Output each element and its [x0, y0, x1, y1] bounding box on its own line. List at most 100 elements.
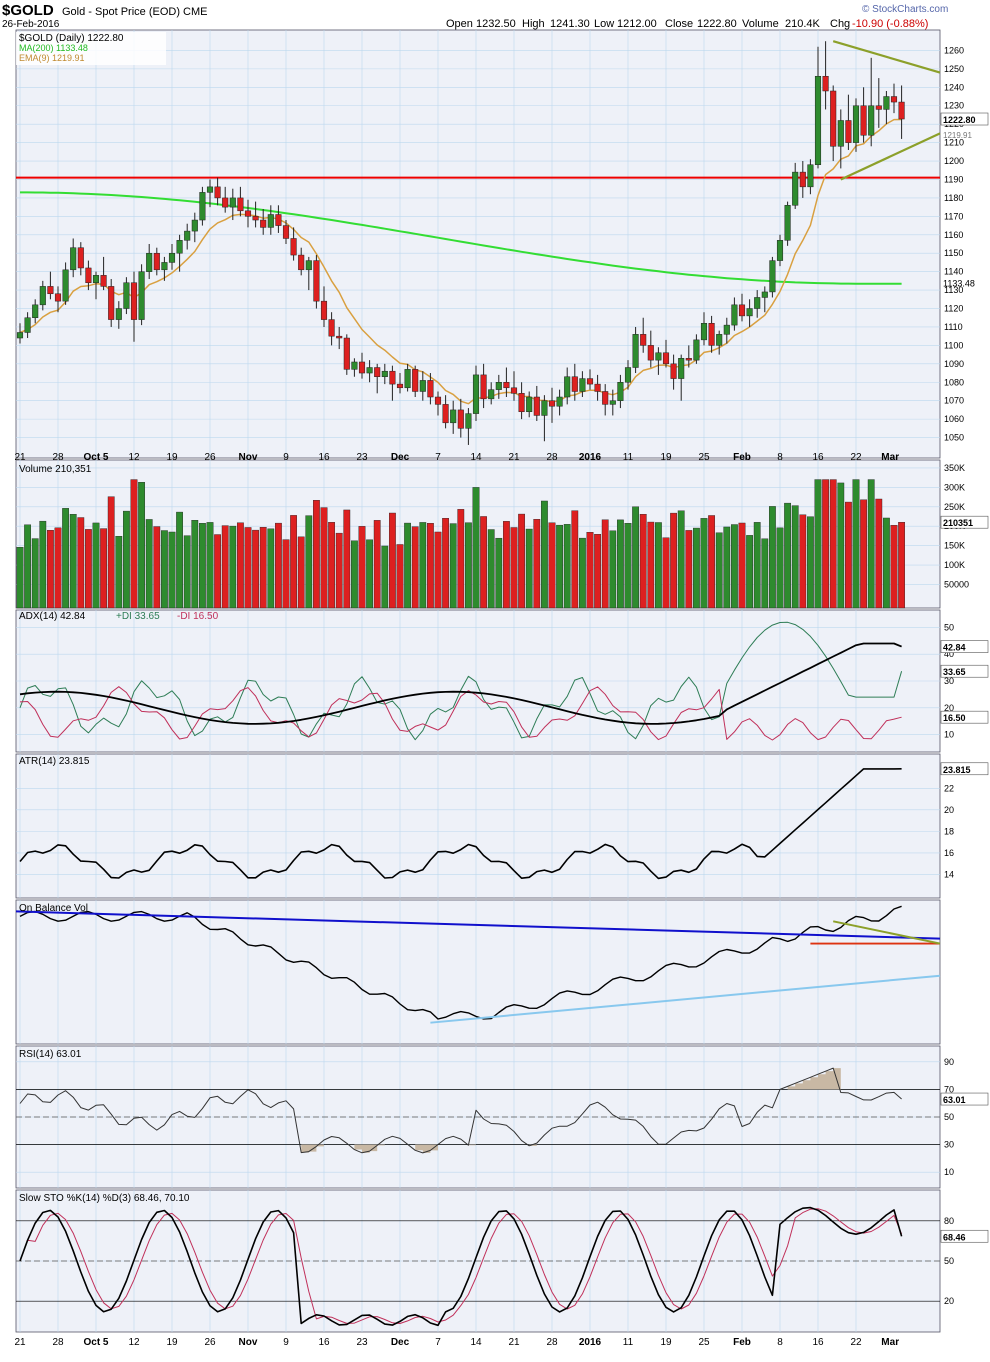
volume-bar [738, 522, 746, 609]
volume-bar [632, 506, 640, 609]
x-tick-label: 26 [204, 1337, 216, 1348]
candle-body [237, 197, 244, 212]
minus-di-line [19, 686, 902, 741]
price-y-tick-label: 1090 [944, 359, 964, 369]
candle-body [442, 404, 449, 424]
volume-bar [723, 526, 731, 609]
volume-bar [236, 522, 244, 609]
volume-bar [753, 522, 761, 609]
candle-body [564, 376, 571, 398]
volume-bar [122, 510, 130, 609]
chart-subtitle: Gold - Spot Price (EOD) CME [62, 6, 207, 18]
volume-bar [54, 527, 62, 609]
x-tick-label: 19 [166, 1337, 178, 1348]
chg-value: -10.90 (-0.88%) [852, 18, 928, 30]
candle-body [343, 337, 350, 370]
volume-bar [541, 500, 548, 609]
price-panel [16, 40, 941, 445]
volume-bar [746, 535, 754, 609]
candle-body [260, 219, 267, 228]
candle-body [731, 304, 738, 326]
vol-y-tick-label: 350K [944, 463, 965, 473]
volume-bar [221, 525, 229, 609]
volume-bar [715, 532, 723, 609]
candle-body [503, 382, 510, 389]
volume-bar [404, 522, 411, 609]
candle-body [541, 400, 548, 416]
candle-body [351, 361, 358, 370]
volume-bar [480, 516, 487, 609]
price-y-tick-label: 1150 [944, 248, 963, 258]
volume-bar [297, 536, 305, 609]
price-y-tick-label: 1110 [944, 322, 963, 332]
volume-bar [472, 487, 480, 609]
x-tick-label: 7 [435, 452, 441, 463]
volume-bar [693, 527, 700, 609]
volume-bar [328, 522, 335, 609]
x-tick-label: 9 [283, 1337, 289, 1348]
volume-bar [411, 526, 419, 609]
candle-body [868, 105, 875, 136]
x-tick-label: 11 [623, 452, 634, 463]
volume-bar [290, 515, 297, 609]
adx-legend: ADX(14) 42.84 [19, 611, 86, 622]
volume-bar [586, 532, 594, 609]
volume-bar [351, 540, 358, 609]
volume-bar [198, 523, 206, 609]
volume-bar [84, 529, 92, 609]
price-y-tick-label: 1160 [944, 230, 963, 240]
x-tick-label: 21 [508, 1337, 520, 1348]
adx-y-tick-label: 50 [944, 622, 954, 632]
adx-last-value-label: 42.84 [943, 643, 966, 653]
x-tick-label: 28 [52, 1337, 64, 1348]
candle-body [533, 396, 540, 416]
volume-bar [594, 534, 602, 609]
vol-y-tick-label: 300K [944, 482, 965, 492]
x-tick-label: Feb [733, 452, 751, 463]
price-last-value-label: 1222.80 [943, 115, 976, 125]
x-tick-label: 25 [698, 452, 710, 463]
candle-body [374, 367, 381, 377]
volume-bar [518, 513, 526, 609]
volume-bar [533, 519, 541, 609]
ema9-legend: EMA(9) 1219.91 [19, 53, 85, 63]
sto-last-value-box [940, 1229, 989, 1243]
candle-body [146, 252, 153, 272]
candle-body [556, 396, 563, 407]
candle-body [518, 393, 525, 413]
watermark: © StockCharts.com [862, 4, 948, 15]
candle-body [716, 334, 723, 346]
obv-panel [15, 905, 941, 1024]
atr-panel-bg [15, 753, 941, 899]
candle-body [381, 370, 388, 377]
price-y-tick-label: 1230 [944, 101, 964, 111]
adx-last-value-label: 33.65 [943, 667, 966, 677]
adx-line [19, 642, 902, 725]
volume-bar [776, 527, 784, 609]
candle-body [852, 105, 860, 143]
volume-bar [548, 522, 556, 609]
volume-bar [275, 522, 282, 609]
volume-bar [571, 510, 579, 609]
volume-bar [77, 517, 85, 609]
plus-di-line [19, 621, 903, 741]
atr-panel [19, 768, 902, 880]
symbol-title: $GOLD [2, 2, 54, 19]
candle-body [191, 219, 198, 232]
adx-y-tick-label: 30 [944, 676, 954, 686]
candle-body [700, 323, 708, 341]
volume-bar [389, 512, 396, 609]
high-label: High [522, 18, 545, 30]
candle-body [662, 352, 670, 365]
candle-body [328, 319, 335, 337]
rsi-y-tick-label: 50 [944, 1112, 954, 1122]
volume-bar [31, 538, 39, 609]
candle-body [298, 254, 305, 271]
candle-body [427, 380, 434, 398]
x-tick-label: 11 [623, 1337, 634, 1348]
atr-y-tick-label: 14 [944, 869, 954, 879]
x-tick-label: 12 [128, 452, 140, 463]
volume-bar [449, 523, 457, 609]
candle-body [85, 267, 92, 283]
